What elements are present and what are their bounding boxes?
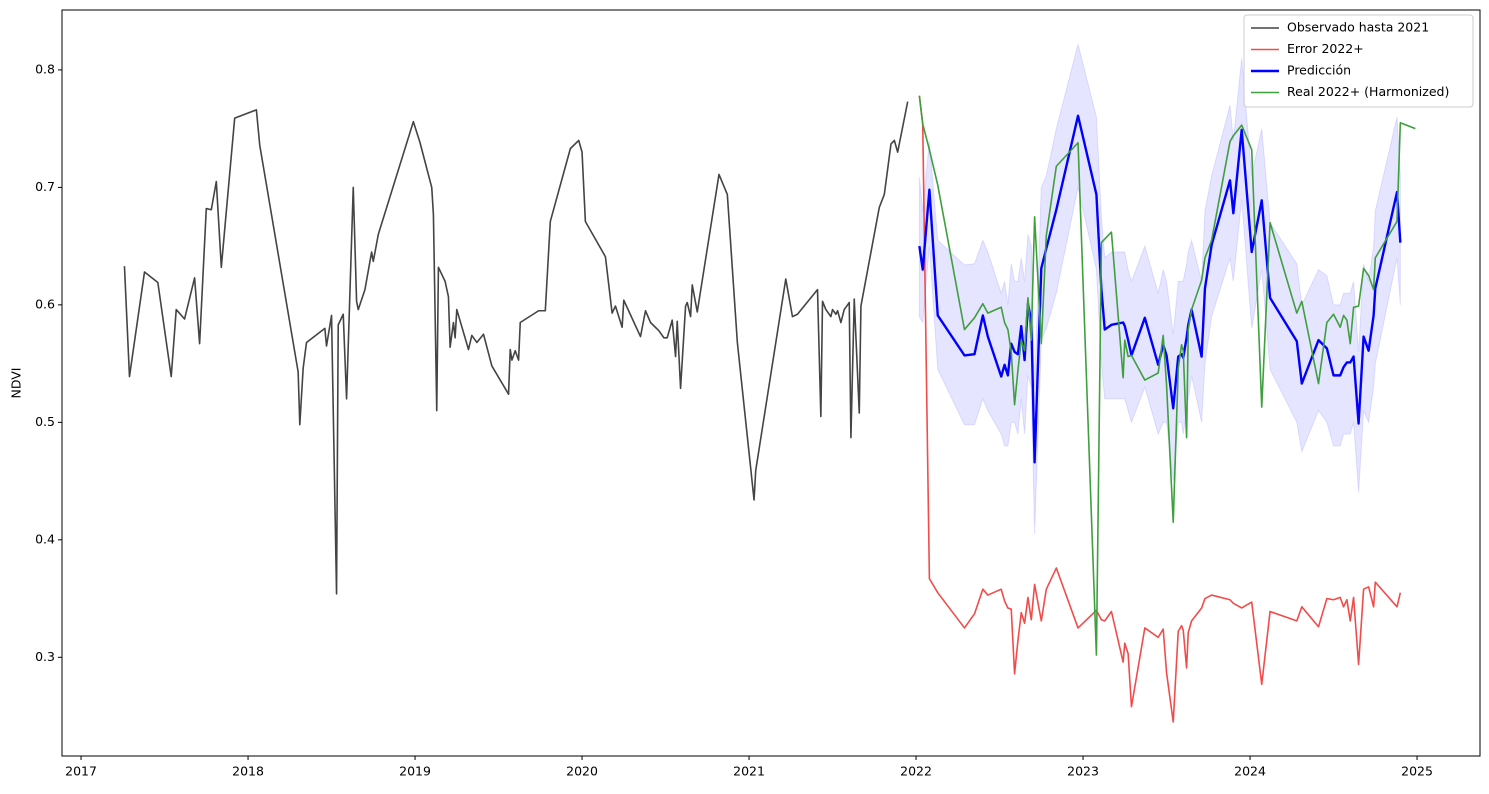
x-tick-label: 2018 (232, 764, 264, 779)
legend-label: Error 2022+ (1287, 41, 1364, 56)
series-line (918, 95, 1402, 723)
y-tick-label: 0.7 (35, 179, 55, 194)
x-tick-label: 2017 (65, 764, 97, 779)
y-tick-label: 0.4 (35, 531, 55, 546)
series-line (123, 101, 909, 595)
confidence-band (918, 43, 1401, 534)
legend-label: Observado hasta 2021 (1287, 20, 1429, 35)
y-axis-label: NDVI (9, 368, 24, 399)
legend: Observado hasta 2021 Error 2022+ Predicció… (1243, 14, 1474, 108)
x-tick-label: 2024 (1234, 764, 1266, 779)
y-tick-label: 0.6 (35, 296, 55, 311)
x-tick-label: 2021 (733, 764, 765, 779)
x-tick-label: 2023 (1067, 764, 1099, 779)
legend-label: Predicción (1287, 63, 1351, 78)
x-tick-label: 2022 (900, 764, 932, 779)
plot-area (123, 43, 1416, 723)
y-tick-label: 0.8 (35, 61, 55, 76)
axes-frame (61, 9, 1481, 757)
x-tick-label: 2019 (399, 764, 431, 779)
legend-label: Real 2022+ (Harmonized) (1287, 84, 1449, 99)
legend-box (1243, 14, 1474, 108)
x-tick-label: 2025 (1401, 764, 1433, 779)
y-tick-label: 0.3 (35, 649, 55, 664)
series-line (918, 95, 1416, 656)
y-tick-label: 0.5 (35, 414, 55, 429)
axes: 2017 2018 2019 2020 2021 2022 2023 2024 2025 0.3 0… (35, 61, 1433, 778)
x-tick-label: 2020 (566, 764, 598, 779)
